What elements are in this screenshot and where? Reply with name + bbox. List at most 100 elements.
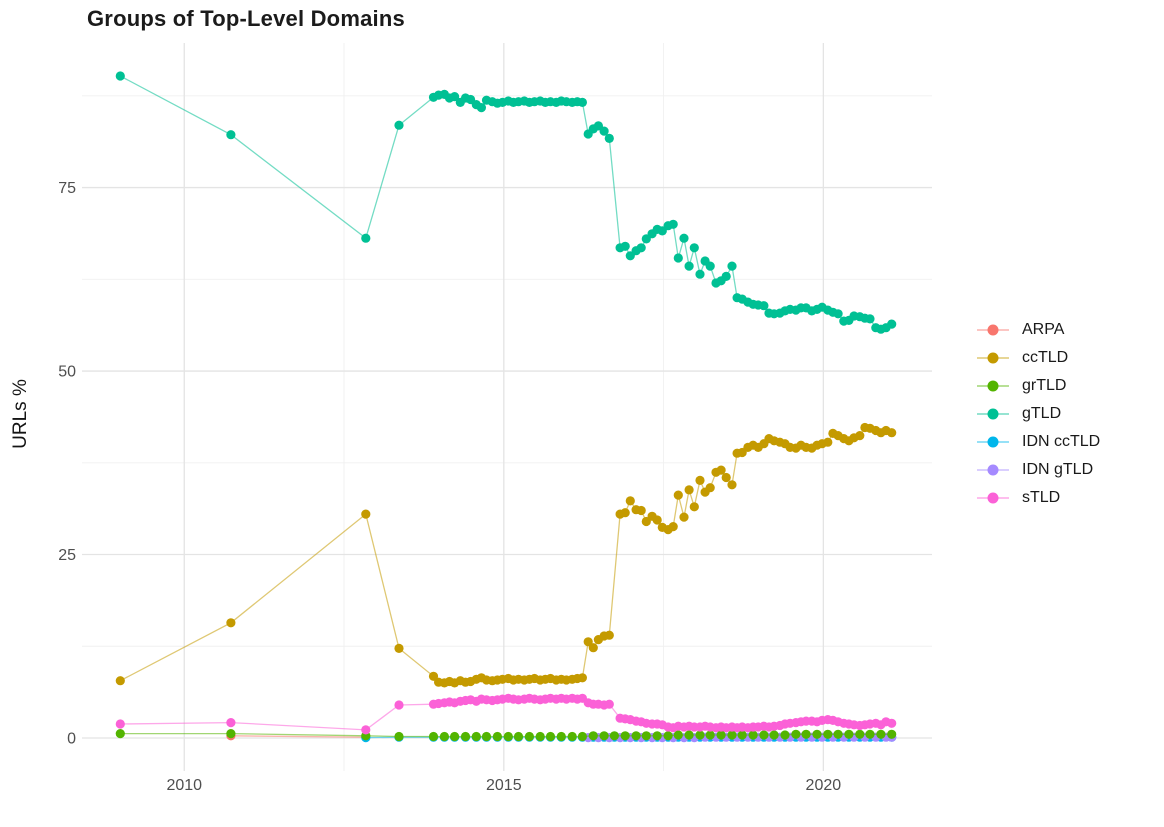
legend-item-idn-cctld: IDN ccTLD <box>974 428 1100 456</box>
data-point-gtld <box>668 219 678 229</box>
data-point-grtld <box>748 730 758 740</box>
data-point-grtld <box>833 729 843 739</box>
legend-item-grtld: grTLD <box>974 372 1100 400</box>
y-tick-label: 75 <box>58 180 76 197</box>
data-point-cctld <box>695 475 705 485</box>
legend-label: sTLD <box>1022 489 1061 506</box>
data-point-cctld <box>620 508 630 518</box>
data-point-cctld <box>673 490 683 500</box>
data-point-cctld <box>727 480 737 490</box>
chart-title: Groups of Top-Level Domains <box>87 6 405 31</box>
legend-key-icon <box>977 380 1009 392</box>
data-point-grtld <box>609 731 620 741</box>
data-point-gtld <box>684 261 694 271</box>
data-point-stld <box>361 725 371 735</box>
data-point-grtld <box>641 731 651 741</box>
data-point-grtld <box>887 729 897 739</box>
data-point-grtld <box>855 729 865 739</box>
data-point-cctld <box>705 483 715 493</box>
data-point-grtld <box>631 731 641 741</box>
data-point-grtld <box>394 731 404 742</box>
data-point-gtld <box>689 243 699 253</box>
legend-key-icon <box>977 324 1009 336</box>
data-point-grtld <box>769 730 779 740</box>
data-point-cctld <box>668 522 678 532</box>
data-point-grtld <box>450 731 460 742</box>
legend-label: IDN gTLD <box>1022 461 1094 478</box>
legend-key-icon <box>977 408 1009 420</box>
data-point-grtld <box>545 731 556 742</box>
data-point-gtld <box>476 103 486 113</box>
data-point-gtld <box>361 233 371 243</box>
data-point-cctld <box>361 509 371 519</box>
series-line-gtld <box>119 75 893 330</box>
x-tick-label: 2015 <box>486 777 522 794</box>
data-point-gtld <box>577 97 588 107</box>
data-point-grtld <box>577 731 588 742</box>
data-point-grtld <box>695 730 705 740</box>
data-point-cctld <box>887 428 897 438</box>
legend-key-icon <box>977 352 1009 364</box>
data-point-grtld <box>226 729 236 739</box>
data-point-grtld <box>481 731 492 742</box>
data-point-cctld <box>855 431 865 441</box>
data-point-cctld <box>577 673 588 683</box>
data-point-grtld <box>428 731 439 742</box>
data-point-gtld <box>115 71 125 81</box>
data-point-grtld <box>460 731 471 742</box>
data-point-grtld <box>567 731 577 742</box>
data-point-gtld <box>727 261 737 271</box>
data-point-cctld <box>689 502 699 512</box>
data-point-grtld <box>524 731 535 742</box>
data-point-stld <box>394 700 404 710</box>
legend-label: ARPA <box>1022 321 1065 338</box>
data-point-grtld <box>599 731 609 741</box>
y-tick-label: 25 <box>58 547 76 564</box>
data-point-grtld <box>876 729 886 739</box>
data-point-grtld <box>439 731 449 742</box>
data-point-grtld <box>588 731 598 741</box>
data-point-gtld <box>721 271 731 281</box>
data-point-grtld <box>844 729 854 739</box>
data-point-grtld <box>737 730 747 740</box>
data-point-grtld <box>705 730 715 740</box>
data-point-gtld <box>604 133 614 143</box>
data-point-grtld <box>115 729 125 739</box>
data-point-gtld <box>673 253 683 263</box>
data-point-gtld <box>636 243 646 253</box>
data-point-grtld <box>663 731 673 741</box>
data-point-cctld <box>652 515 662 525</box>
legend-label: ccTLD <box>1022 349 1069 366</box>
data-point-cctld <box>115 676 125 686</box>
data-point-gtld <box>705 261 715 271</box>
legend-key-icon <box>977 436 1009 448</box>
x-tick-label: 2010 <box>166 777 202 794</box>
legend-label: gTLD <box>1022 405 1062 422</box>
data-point-grtld <box>673 730 683 740</box>
data-point-gtld <box>887 319 897 329</box>
legend-item-arpa: ARPA <box>974 316 1100 344</box>
data-point-gtld <box>833 309 843 319</box>
data-point-grtld <box>716 730 726 740</box>
data-point-stld <box>115 719 125 729</box>
legend-item-gtld: gTLD <box>974 400 1100 428</box>
data-point-cctld <box>604 630 614 640</box>
data-point-gtld <box>620 241 630 251</box>
data-point-gtld <box>679 233 689 243</box>
data-point-grtld <box>791 729 801 739</box>
data-point-cctld <box>716 465 726 475</box>
data-point-stld <box>226 718 236 728</box>
data-point-cctld <box>684 485 694 495</box>
series-line-cctld <box>119 426 892 684</box>
data-point-cctld <box>823 437 833 447</box>
data-point-gtld <box>450 92 460 102</box>
data-point-grtld <box>759 730 769 740</box>
data-point-grtld <box>684 730 694 740</box>
series-line-arpa <box>230 735 366 738</box>
data-point-gtld <box>865 314 875 324</box>
data-point-gtld <box>226 130 236 140</box>
data-point-grtld <box>556 731 566 742</box>
data-point-gtld <box>759 301 769 311</box>
data-point-grtld <box>535 731 545 742</box>
legend-item-cctld: ccTLD <box>974 344 1100 372</box>
